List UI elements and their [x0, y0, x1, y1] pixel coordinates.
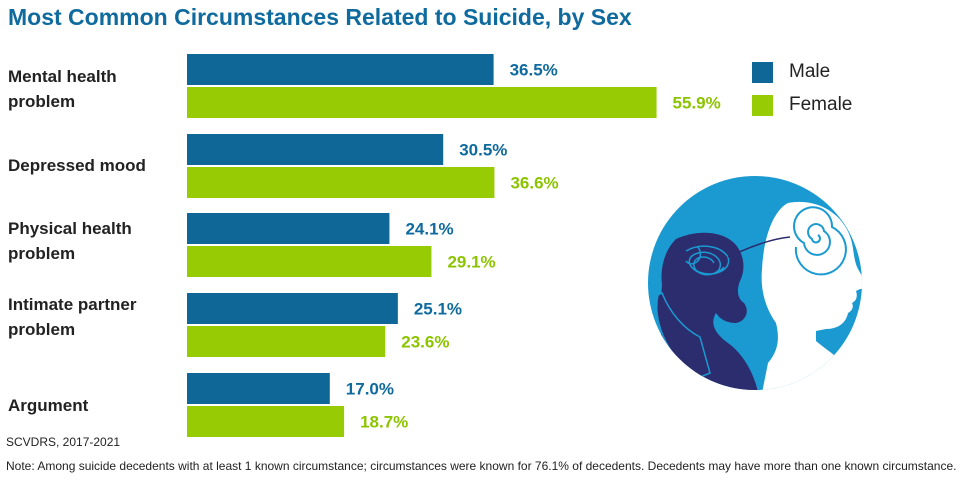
- data-label-female-intimate-partner-problem: 23.6%: [401, 333, 449, 352]
- data-label-male-mental-health-problem: 36.5%: [510, 61, 558, 80]
- category-label-mental-health: Mental health problem: [8, 67, 117, 111]
- legend-swatch-male: [752, 62, 773, 83]
- bar-male-depressed-mood: [187, 134, 444, 165]
- data-label-female-argument: 18.7%: [360, 413, 408, 432]
- data-label-male-physical-health-problem: 24.1%: [405, 220, 453, 239]
- category-label-intimate-partner: Intimate partner problem: [8, 295, 137, 339]
- category-label-argument: Argument: [8, 396, 89, 415]
- bar-female-physical-health-problem: [187, 246, 432, 277]
- bar-female-intimate-partner-problem: [187, 326, 386, 357]
- data-label-male-argument: 17.0%: [346, 380, 394, 399]
- bar-female-mental-health-problem: [187, 87, 657, 118]
- bar-male-physical-health-problem: [187, 213, 390, 244]
- chart-title: Most Common Circumstances Related to Sui…: [8, 4, 632, 30]
- data-label-male-intimate-partner-problem: 25.1%: [414, 300, 462, 319]
- data-label-female-physical-health-problem: 29.1%: [447, 253, 495, 272]
- category-label-depressed-mood: Depressed mood: [8, 156, 146, 175]
- source-text: SCVDRS, 2017-2021: [6, 435, 121, 449]
- legend-swatch-female: [752, 95, 773, 116]
- note-text: Note: Among suicide decedents with at le…: [6, 459, 957, 473]
- data-label-female-mental-health-problem: 55.9%: [673, 94, 721, 113]
- data-label-female-depressed-mood: 36.6%: [510, 174, 558, 193]
- bar-male-mental-health-problem: [187, 54, 494, 85]
- category-label-physical-health: Physical health problem: [8, 219, 132, 263]
- legend-label-male: Male: [789, 61, 831, 82]
- legend-label-female: Female: [789, 94, 853, 115]
- data-label-male-depressed-mood: 30.5%: [459, 141, 507, 160]
- bar-female-depressed-mood: [187, 167, 495, 198]
- bar-female-argument: [187, 406, 345, 437]
- head-spiral-illustration: [648, 176, 862, 390]
- bar-male-intimate-partner-problem: [187, 293, 398, 324]
- bar-male-argument: [187, 373, 330, 404]
